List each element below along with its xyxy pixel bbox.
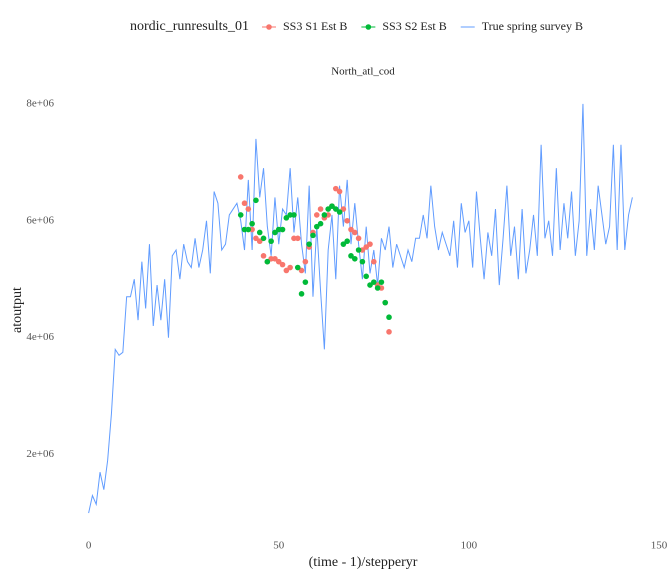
data-point [260,253,267,259]
data-point [298,291,305,297]
data-point [313,223,320,230]
data-point [249,220,255,227]
data-point [336,188,343,195]
data-point [256,238,263,245]
data-point [287,264,293,271]
data-point [317,220,324,227]
data-point [279,261,286,268]
data-point [256,229,263,236]
data-point [237,174,244,180]
data-point [332,206,339,212]
data-point [268,238,274,245]
data-point [245,206,252,212]
data-point [340,206,347,212]
data-point [325,206,331,212]
data-point [386,329,392,335]
data-point [291,212,297,218]
data-point [367,282,373,288]
data-point [359,258,366,265]
data-point [253,235,259,242]
x-tick-label: 100 [461,540,478,552]
data-point [298,267,305,274]
data-point [386,314,392,321]
data-point [344,217,350,224]
data-point [294,264,301,271]
data-point [313,212,320,218]
data-point [272,255,278,262]
data-point [245,226,252,233]
legend-key-point [266,24,272,30]
y-tick-label: 8e+06 [26,97,54,109]
data-point [363,273,370,280]
data-point [272,229,278,236]
y-tick-label: 2e+06 [26,448,54,460]
series-line [88,103,633,514]
data-point [363,244,370,250]
data-point [264,258,271,265]
data-point [321,212,328,218]
data-point [340,241,347,247]
x-axis-label: (time - 1)/stepperyr [309,555,418,570]
data-point [237,212,244,218]
data-point [253,197,259,204]
data-point [279,226,286,233]
data-point [371,258,377,265]
data-point [371,279,377,285]
y-tick-label: 4e+06 [26,331,54,343]
data-point [317,206,324,212]
legend-key-point [365,24,372,30]
data-point [344,238,350,245]
data-point [374,285,381,291]
data-point [348,226,354,233]
data-point [351,255,358,262]
data-point [332,185,339,192]
data-point [310,232,316,239]
data-point [306,241,312,247]
data-point [355,235,362,242]
data-point [348,253,354,259]
data-point [260,235,267,242]
data-point [275,258,282,265]
data-point [283,267,290,274]
y-tick-label: 6e+06 [26,214,54,226]
data-point [355,247,362,253]
data-point [367,241,373,247]
x-tick-label: 0 [86,540,92,552]
data-point [351,229,358,236]
data-point [294,235,301,242]
data-point [283,215,290,221]
legend-title: nordic_runresults_01 [130,19,249,34]
facet-title: North_atl_cod [331,66,395,78]
x-tick-label: 50 [273,540,285,552]
y-axis-label: atoutput [10,287,25,333]
legend-label: SS3 S2 Est B [382,19,446,33]
legend-label: SS3 S1 Est B [283,19,347,33]
data-point [302,258,309,265]
data-point [378,279,385,285]
legend-label: True spring survey B [482,19,583,33]
data-point [329,203,335,209]
data-point [382,299,389,306]
data-point [336,209,343,215]
data-point [241,200,248,207]
x-tick-label: 150 [651,540,668,552]
data-point [302,279,309,285]
